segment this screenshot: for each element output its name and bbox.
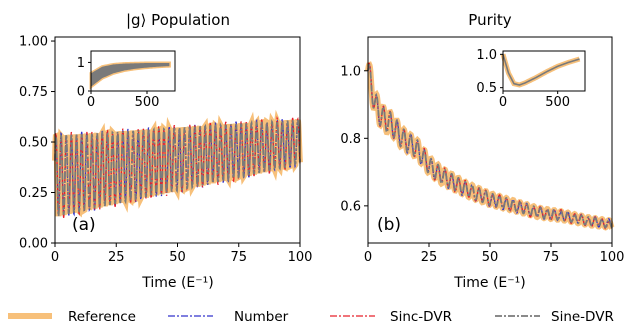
x-tick-label: 50 [169,250,186,265]
inset-b-sine-dvr-line [502,54,580,86]
legend-label-number: Number [234,309,289,325]
x-tick-label: 100 [600,250,625,265]
inset-x-tick-label: 500 [135,95,160,110]
inset-y-tick-label: 1.0 [476,48,497,63]
panel-b-label: (b) [377,215,401,235]
legend-label-reference: Reference [68,309,136,325]
panel-b-inset-frame [502,50,586,92]
inset-a-sine-dvr-band [91,63,170,87]
legend-label-sinc-dvr: Sinc-DVR [390,309,452,325]
y-tick-label: 0.6 [340,199,361,214]
inset-y-tick-label: 1 [77,56,85,71]
inset-x-tick-label: 0 [87,95,95,110]
inset-y-tick-label: 0 [77,85,85,100]
inset-y-tick-label: 0.5 [476,81,497,96]
panel-b-inset-ticks: 0 500 0.5 1.0 [476,48,570,110]
series-line-sine-dvr [367,63,613,229]
y-tick-label: 0.25 [19,186,48,201]
y-tick-label: 1.0 [340,64,361,79]
y-tick-label: 0.50 [19,136,48,151]
series-line-sine-dvr [54,117,301,217]
panel-a-y-ticks: 0.00 0.25 0.50 0.75 1.00 [19,35,55,252]
x-tick-label: 75 [230,250,247,265]
x-tick-label: 0 [364,250,372,265]
y-tick-label: 0.00 [19,237,48,252]
panel-a-xlabel: Time (E⁻¹) [141,275,213,291]
y-tick-label: 0.75 [19,85,48,100]
legend: Reference Number Sinc-DVR Sine-DVR [8,309,614,325]
panel-a-x-ticks: 0 25 50 75 100 [51,243,313,265]
panel-a-inset-ticks: 0 500 0 1 [77,56,160,110]
panel-a-title: |g⟩ Population [126,11,230,29]
x-tick-label: 75 [543,250,560,265]
panel-b-x-ticks: 0 25 50 75 100 [364,243,625,265]
panel-b-xlabel: Time (E⁻¹) [453,275,525,291]
panel-b: Purity 0 25 50 75 100 0.6 0.8 1.0 Time (E⁻¹) (… [340,11,624,291]
panel-a-inset-frame [90,50,176,92]
panel-a-label: (a) [72,215,96,235]
x-tick-label: 100 [288,250,313,265]
x-tick-label: 50 [482,250,499,265]
legend-label-sine-dvr: Sine-DVR [551,309,614,325]
x-tick-label: 0 [51,250,59,265]
y-tick-label: 1.00 [19,35,48,50]
panel-a: |g⟩ Population 0 25 50 75 100 0.000.250.500.… [19,11,312,291]
panel-b-plot-area [365,61,615,231]
panel-b-inset-plot [500,53,581,88]
panel-b-y-ticks: 0.6 0.8 1.0 [340,64,368,214]
inset-x-tick-label: 0 [499,95,507,110]
panel-b-title: Purity [468,11,512,29]
panel-a-plot-area [52,109,303,218]
x-tick-label: 25 [108,250,125,265]
panel-a-inset-plot [89,61,171,90]
inset-x-tick-label: 500 [545,95,570,110]
x-tick-label: 25 [421,250,438,265]
y-tick-label: 0.8 [340,132,361,147]
